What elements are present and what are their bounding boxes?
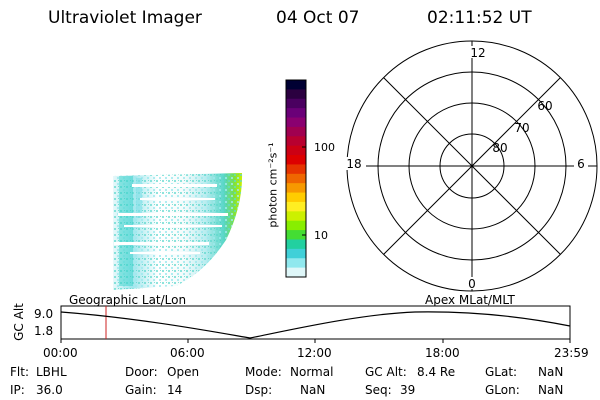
colorbar-segment xyxy=(286,145,306,156)
colorbar-segment xyxy=(286,220,306,231)
colorbar-segment xyxy=(286,117,306,128)
instrument-title: Ultraviolet Imager xyxy=(48,8,202,28)
colorbar-segment xyxy=(286,89,306,100)
colorbar-segment xyxy=(286,267,306,278)
gain-value: 14 xyxy=(167,383,183,397)
colorbar-segment xyxy=(286,230,306,240)
glat-label: GLat: xyxy=(485,365,518,379)
colorbar-segment xyxy=(286,80,306,90)
colorbar-segment xyxy=(286,201,306,212)
lat-label-60: 60 xyxy=(537,99,552,113)
seq-label: Seq: xyxy=(365,383,392,397)
colorbar-segment xyxy=(286,98,306,109)
colorbar-segment xyxy=(286,248,306,259)
ip-value: 36.0 xyxy=(36,383,63,397)
colorbar-segment xyxy=(286,258,306,269)
altitude-y-tick-high: 9.0 xyxy=(34,307,54,321)
glat-value: NaN xyxy=(538,365,564,379)
mlt-label-0: 0 xyxy=(468,277,476,291)
altitude-y-title: GC Alt xyxy=(12,303,26,341)
colorbar-segment xyxy=(286,164,306,175)
altitude-curve xyxy=(60,311,571,339)
glon-label: GLon: xyxy=(485,383,520,397)
colorbar-tick-100: 100 xyxy=(314,141,335,154)
dsp-label: Dsp: xyxy=(245,383,273,397)
x-tick-0000: 00:00 xyxy=(43,346,78,360)
colorbar-segment xyxy=(286,126,306,137)
dsp-value: NaN xyxy=(300,383,326,397)
geographic-panel-label: Geographic Lat/Lon xyxy=(69,293,187,307)
x-tick-2359: 23:59 xyxy=(554,346,589,360)
door-label: Door: xyxy=(125,365,158,379)
apex-panel-label: Apex MLat/MLT xyxy=(425,293,515,307)
mlt-label-18: 18 xyxy=(346,157,361,171)
flt-value: LBHL xyxy=(36,365,67,379)
door-value: Open xyxy=(167,365,200,379)
glon-value: NaN xyxy=(538,383,564,397)
mlt-label-6: 6 xyxy=(577,157,585,171)
flt-label: Flt: xyxy=(10,365,29,379)
gcalt-label: GC Alt: xyxy=(365,365,407,379)
date-label: 04 Oct 07 xyxy=(276,8,360,28)
colorbar-segment xyxy=(286,192,306,203)
time-label: 02:11:52 UT xyxy=(427,8,532,28)
colorbar-segment xyxy=(286,183,306,194)
gain-label: Gain: xyxy=(125,383,157,397)
colorbar-segment xyxy=(286,108,306,119)
x-tick-1200: 12:00 xyxy=(297,346,332,360)
x-tick-0600: 06:00 xyxy=(170,346,205,360)
mlt-label-12: 12 xyxy=(470,46,485,60)
seq-value: 39 xyxy=(400,383,416,397)
colorbar-segment xyxy=(286,155,306,165)
mode-value: Normal xyxy=(290,365,334,379)
altitude-y-tick-low: 1.8 xyxy=(34,324,54,338)
colorbar-tick-10: 10 xyxy=(314,229,328,242)
mode-label: Mode: xyxy=(245,365,282,379)
colorbar-segment xyxy=(286,173,306,184)
lat-label-70: 70 xyxy=(514,121,529,135)
x-tick-1800: 18:00 xyxy=(425,346,460,360)
colorbar-segment xyxy=(286,239,306,250)
lat-label-80: 80 xyxy=(492,141,507,155)
ip-label: IP: xyxy=(10,383,25,397)
colorbar-segment xyxy=(286,211,306,222)
colorbar-segment xyxy=(286,136,306,147)
gcalt-value: 8.4 Re xyxy=(417,365,456,379)
